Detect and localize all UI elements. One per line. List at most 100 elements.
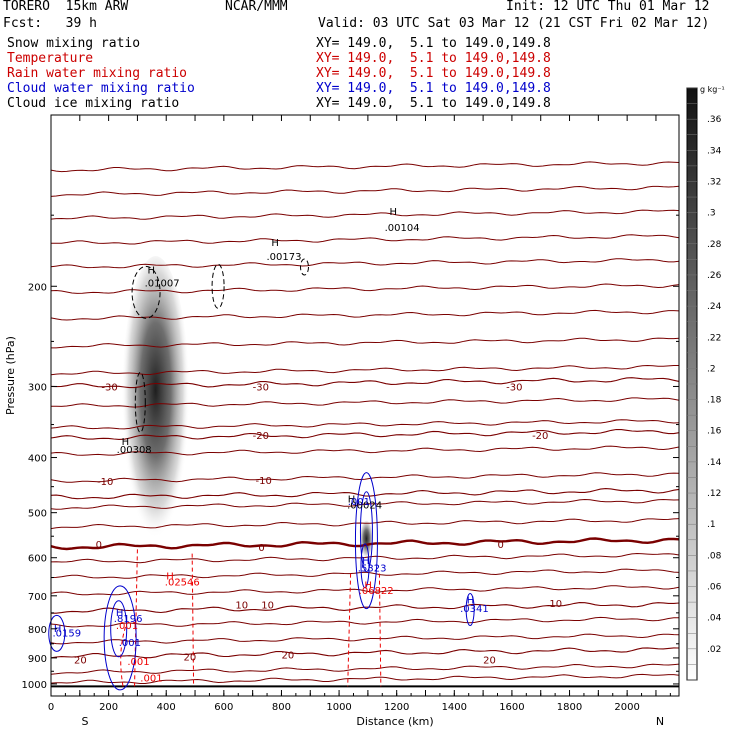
- cloud-ice-contour: [131, 265, 161, 319]
- isotherm-line: [50, 209, 680, 220]
- isotherm-line: [50, 673, 680, 684]
- y-axis-title: Pressure (hPa): [4, 336, 17, 415]
- colorbar-unit: g kg⁻¹: [700, 85, 725, 94]
- isotherm-line: [50, 633, 680, 645]
- field-xy-snow: XY= 149.0, 5.1 to 149.0,149.8: [316, 36, 551, 51]
- isotherm--10: [50, 488, 680, 500]
- max-annotation: H: [116, 608, 124, 619]
- cloud-water-contour: [354, 472, 378, 610]
- max-annotation: .0159: [52, 628, 81, 639]
- isotherm-label: 20: [74, 655, 87, 666]
- y-tick-label: 500: [28, 509, 47, 520]
- isotherm-label: -30: [253, 382, 269, 393]
- y-tick-label: 400: [28, 454, 47, 465]
- colorbar-label: .28: [707, 240, 722, 250]
- colorbar-label: .36: [707, 115, 722, 125]
- colorbar-label: .34: [707, 146, 722, 156]
- colorbar-label: .06: [707, 583, 722, 593]
- max-annotation: H: [364, 581, 372, 592]
- max-annotation: H: [54, 624, 62, 635]
- isotherm-label: -10: [97, 477, 113, 488]
- isotherm-label: -30: [101, 382, 117, 393]
- colorbar-label: .32: [707, 177, 721, 187]
- colorbar-label: .18: [707, 396, 722, 406]
- rain-contour: [347, 573, 352, 687]
- isotherm-label: -20: [532, 431, 548, 442]
- isotherm-line: [50, 472, 680, 483]
- x-tick-label: 1400: [442, 702, 467, 713]
- isotherm-label: 0: [258, 543, 264, 554]
- init-time: Init: 12 UTC Thu 01 Mar 12: [506, 0, 710, 14]
- max-annotation: .001: [119, 638, 141, 649]
- field-xy-cloud-water: XY= 149.0, 5.1 to 149.0,149.8: [316, 81, 551, 96]
- field-xy-rain: XY= 149.0, 5.1 to 149.0,149.8: [316, 66, 551, 81]
- isotherm-label: 10: [235, 600, 248, 611]
- max-annotation: .8196: [114, 614, 143, 625]
- max-annotation: H: [348, 495, 356, 506]
- isotherm-line: [50, 364, 679, 376]
- y-tick-label: 1000: [22, 680, 47, 691]
- axes: 0 200 400 600 800 1000 1200 1400 1600 1800 2000200…: [4, 114, 680, 728]
- isotherm-0: [50, 537, 680, 551]
- colorbar-label: .12: [707, 489, 721, 499]
- y-tick-label: 300: [28, 382, 47, 393]
- colorbar-label: .08: [707, 551, 722, 561]
- x-axis-title: Distance (km): [356, 715, 433, 728]
- max-annotation: H: [467, 595, 475, 606]
- forecast-hour: Fcst: 39 h: [3, 16, 97, 31]
- max-annotation: H: [122, 437, 130, 448]
- isotherm-line: [50, 283, 680, 294]
- south-label: S: [82, 715, 89, 728]
- y-tick-label: 200: [28, 282, 47, 293]
- colorbar-label: .1: [707, 520, 716, 530]
- max-annotation: H: [362, 556, 370, 567]
- max-annotation: H: [271, 238, 279, 249]
- colorbar-label: .14: [707, 458, 722, 468]
- isotherm-line: [51, 337, 680, 349]
- colorbar-label: .02: [707, 645, 721, 655]
- colorbar-label: .26: [707, 271, 722, 281]
- isotherm-20: [50, 647, 680, 659]
- x-tick-label: 800: [272, 702, 291, 713]
- isotherm-line: [50, 585, 680, 596]
- isotherm-line: [50, 552, 680, 564]
- cloud-water-contour: [359, 491, 373, 573]
- colorbar-label: .04: [707, 614, 722, 624]
- max-annotation: H: [148, 266, 156, 277]
- rain-contour: [134, 549, 138, 687]
- isotherm-label: -10: [256, 476, 272, 487]
- plot-frame: [50, 114, 680, 697]
- isotherm-label: 20: [281, 651, 294, 662]
- colorbar-label: .16: [707, 427, 722, 437]
- isotherm-line: [50, 258, 680, 269]
- colorbar: .02 .04 .06 .08 .1 .12 .14 .16 .18 .2 .22 .24 .26 .28…: [686, 85, 725, 681]
- isotherm-label: 10: [261, 600, 274, 611]
- max-annotation: H: [389, 207, 397, 218]
- isotherm-line: [50, 616, 680, 628]
- isotherm--30: [50, 377, 680, 389]
- max-annotation: .00104: [385, 223, 420, 234]
- rain-contour: [191, 553, 195, 687]
- field-xy-temperature: XY= 149.0, 5.1 to 149.0,149.8: [316, 51, 551, 66]
- y-tick-label: 800: [28, 625, 47, 636]
- cloud-ice-contour: [211, 263, 225, 309]
- isotherm-line: [50, 663, 680, 675]
- snow-shading-small: [359, 520, 374, 561]
- max-annotation: .001: [140, 673, 162, 684]
- colorbar-label: .22: [707, 333, 721, 343]
- max-annotation: .00308: [117, 445, 152, 456]
- isotherm-line: [50, 234, 680, 245]
- cloud-water-contour: [103, 585, 137, 691]
- isotherm-label: -30: [506, 382, 522, 393]
- cloud-water-contour: [48, 614, 66, 652]
- field-label-temperature: Temperature: [7, 51, 94, 66]
- field-label-rain: Rain water mixing ratio: [7, 66, 188, 81]
- isotherm-line: [50, 445, 680, 456]
- max-annotation: .001: [348, 497, 370, 508]
- x-tick-label: 1200: [384, 702, 409, 713]
- isotherm-line: [50, 309, 680, 321]
- valid-time: Valid: 03 UTC Sat 03 Mar 12 (21 CST Fri …: [318, 16, 710, 31]
- max-annotation: .0341: [460, 604, 489, 615]
- cloud-ice-contour: [134, 371, 146, 433]
